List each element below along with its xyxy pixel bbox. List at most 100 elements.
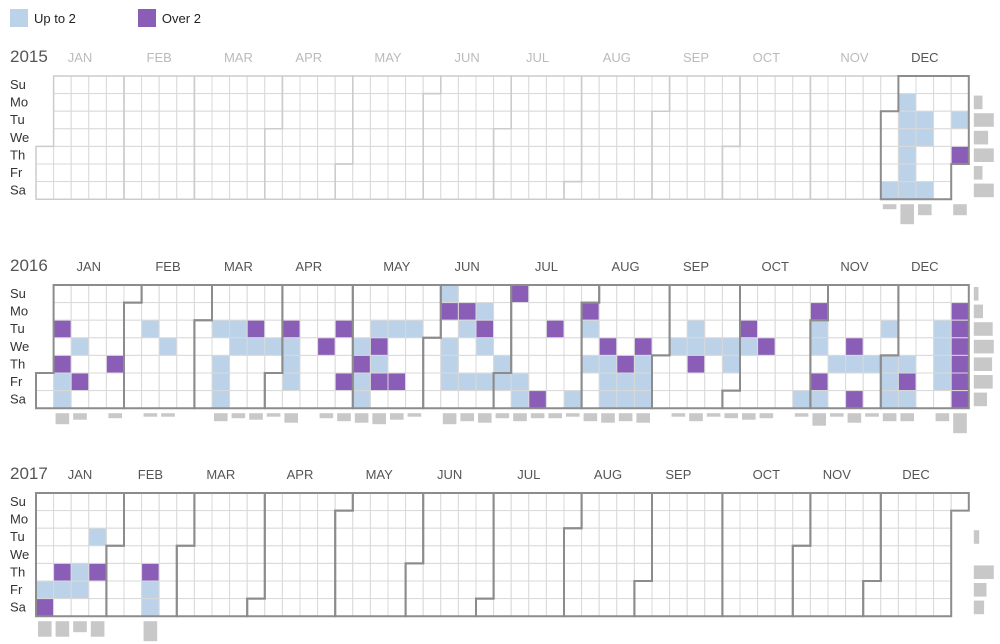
day-cell [721, 302, 741, 321]
day-cell [457, 319, 477, 339]
day-cell [352, 598, 371, 617]
day-cell [686, 510, 706, 529]
day-cell [334, 128, 354, 147]
day-cell [933, 181, 952, 200]
day-cell [510, 75, 530, 95]
day-cell [440, 492, 459, 512]
day-cell [158, 302, 178, 321]
day-cell [176, 510, 195, 529]
weekday-summary-bar [973, 565, 994, 579]
day-cell [475, 163, 495, 183]
day-cell [616, 354, 635, 374]
day-cell [317, 545, 336, 564]
day-cell [387, 75, 407, 95]
day-cell [686, 93, 706, 112]
day-cell [158, 354, 178, 374]
day-cell [387, 390, 407, 409]
day-cell [352, 510, 371, 529]
month-label-jan: JAN [68, 467, 93, 482]
day-cell [757, 545, 776, 564]
day-cell [845, 75, 864, 95]
week-summary-bar [460, 413, 474, 422]
day-cell [193, 110, 213, 130]
day-cell [563, 527, 583, 547]
day-cell [70, 527, 90, 547]
day-cell [493, 527, 512, 547]
day-cell [581, 181, 600, 200]
day-cell [563, 145, 583, 165]
month-label-oct: OCT [753, 50, 781, 65]
day-cell [704, 337, 723, 356]
day-cell [651, 337, 671, 356]
day-cell [387, 354, 407, 374]
day-cell [422, 545, 442, 564]
day-cell [686, 562, 706, 582]
day-cell [369, 110, 389, 130]
day-cell [88, 145, 107, 165]
day-cell [739, 545, 759, 564]
day-cell [475, 510, 495, 529]
day-cell [915, 302, 935, 321]
day-cell [176, 284, 195, 304]
day-cell [545, 284, 565, 304]
day-label-th: Th [10, 147, 25, 162]
day-cell [528, 163, 547, 183]
day-cell [105, 75, 125, 95]
day-cell [528, 354, 547, 374]
day-cell [105, 319, 125, 339]
day-cell [757, 510, 776, 529]
day-cell [669, 580, 688, 600]
day-cell [246, 545, 266, 564]
day-cell [176, 598, 195, 617]
day-cell [774, 110, 794, 130]
day-cell [510, 337, 530, 356]
day-cell [422, 284, 442, 304]
day-cell [158, 110, 178, 130]
day-cell [774, 372, 794, 392]
day-cell [299, 598, 319, 617]
day-cell [334, 337, 354, 356]
day-cell [53, 372, 72, 392]
day-cell [105, 163, 125, 183]
day-cell [880, 110, 899, 130]
day-cell [669, 354, 688, 374]
day-cell [299, 284, 319, 304]
day-cell [563, 372, 583, 392]
day-label-fr: Fr [10, 374, 23, 389]
day-cell [493, 93, 512, 112]
day-cell [545, 75, 565, 95]
month-label-nov: NOV [840, 50, 869, 65]
day-cell [686, 145, 706, 165]
day-cell [669, 181, 688, 200]
day-cell [281, 372, 301, 392]
day-cell [528, 390, 547, 409]
weekday-summary-bar [973, 600, 985, 615]
day-label-sa: Sa [10, 600, 27, 615]
weekday-summary-bar [973, 375, 993, 389]
day-cell [598, 302, 618, 321]
day-cell [774, 598, 794, 617]
day-cell [774, 128, 794, 147]
day-cell [440, 390, 459, 409]
day-cell [176, 93, 195, 112]
day-cell [598, 319, 618, 339]
day-cell [827, 128, 847, 147]
day-cell [334, 545, 354, 564]
day-cell [440, 302, 459, 321]
day-cell [334, 75, 354, 95]
day-cell [757, 562, 776, 582]
day-cell [299, 545, 319, 564]
day-cell [387, 527, 407, 547]
day-cell [792, 510, 811, 529]
day-cell [792, 181, 811, 200]
day-cell [809, 128, 829, 147]
day-label-su: Su [10, 286, 26, 301]
day-cell [686, 580, 706, 600]
day-cell [915, 510, 935, 529]
day-cell [880, 562, 899, 582]
month-label-oct: OCT [761, 259, 789, 274]
day-label-mo: Mo [10, 512, 28, 527]
day-cell [105, 545, 125, 564]
day-cell [141, 562, 160, 582]
day-cell [510, 372, 530, 392]
